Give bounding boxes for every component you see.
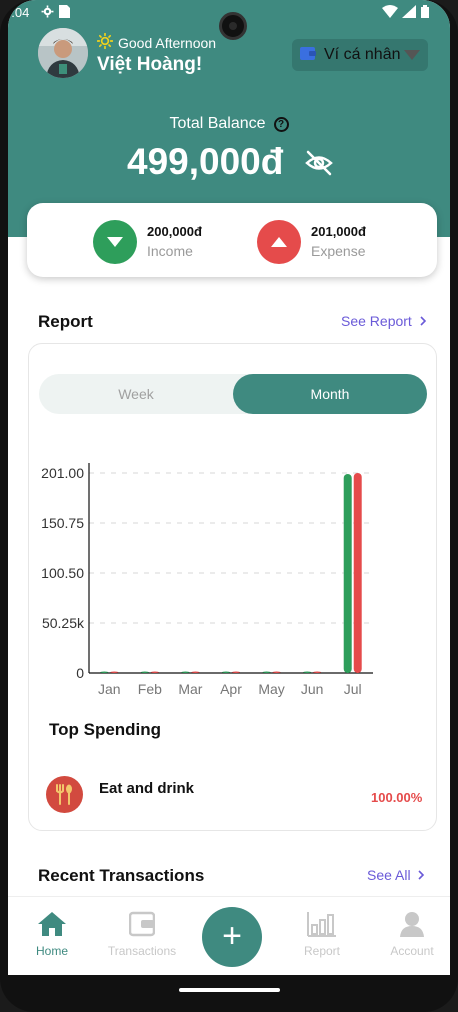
sun-icon bbox=[96, 32, 114, 52]
bar-jan-expense bbox=[110, 671, 119, 673]
income-arrow-icon bbox=[93, 220, 137, 264]
see-all-label: See All bbox=[367, 867, 411, 883]
status-bar: 3:04 bbox=[8, 0, 450, 26]
expense-label: Expense bbox=[311, 243, 366, 259]
income-value: 200,000đ bbox=[147, 224, 202, 239]
nav-account[interactable]: Account bbox=[372, 911, 450, 958]
y-tick-label: 50.25k bbox=[42, 615, 85, 631]
y-tick-label: 100.50 bbox=[41, 565, 84, 581]
bar-mar-income bbox=[181, 671, 190, 673]
report-title: Report bbox=[38, 312, 93, 331]
signal-icon bbox=[402, 5, 416, 21]
chevron-right-icon bbox=[418, 867, 425, 883]
home-icon bbox=[37, 912, 67, 940]
y-tick-label: 201.00 bbox=[41, 465, 84, 481]
bar-may-expense bbox=[272, 671, 281, 673]
nav-report[interactable]: Report bbox=[282, 911, 362, 958]
tab-month[interactable]: Month bbox=[233, 374, 427, 414]
wallet-name: Ví cá nhân bbox=[324, 46, 401, 63]
x-tick-label: Jul bbox=[344, 681, 362, 697]
nav-transactions-label: Transactions bbox=[107, 944, 177, 958]
bar-jul-income bbox=[343, 473, 352, 673]
add-transaction-button[interactable]: + bbox=[202, 907, 262, 967]
spending-category-name: Eat and drink bbox=[99, 780, 195, 797]
bar-jun-expense bbox=[313, 671, 322, 673]
greeting-text: Good Afternoon bbox=[118, 34, 217, 51]
x-tick-label: Feb bbox=[138, 681, 162, 697]
x-tick-label: Jun bbox=[301, 681, 324, 697]
bar-jul-expense bbox=[353, 473, 362, 673]
recent-transactions-title: Recent Transactions bbox=[38, 866, 205, 885]
expense-arrow-icon bbox=[257, 220, 301, 264]
see-report-link[interactable]: See Report bbox=[341, 313, 427, 329]
bar-may-income bbox=[262, 671, 271, 673]
see-all-link[interactable]: See All bbox=[367, 867, 425, 883]
top-spending-title: Top Spending bbox=[49, 720, 162, 739]
settings-status-icon bbox=[41, 5, 54, 21]
x-tick-label: Jan bbox=[98, 681, 121, 697]
eye-off-icon[interactable] bbox=[305, 150, 333, 181]
fork-spoon-icon bbox=[46, 776, 83, 813]
report-card: Week Month bbox=[28, 343, 437, 831]
spending-category-percent: 100.00% bbox=[371, 790, 423, 805]
wallet-nav-icon bbox=[128, 911, 156, 940]
x-tick-label: Apr bbox=[220, 681, 242, 697]
app-screen: 3:04 bbox=[8, 0, 450, 975]
bar-mar-expense bbox=[191, 671, 200, 673]
x-tick-label: Mar bbox=[178, 681, 202, 697]
chevron-right-icon bbox=[420, 313, 427, 329]
wifi-icon bbox=[382, 5, 398, 21]
battery-icon bbox=[421, 5, 429, 21]
nav-transactions[interactable]: Transactions bbox=[102, 911, 182, 958]
nav-home[interactable]: Home bbox=[12, 911, 92, 958]
nav-account-label: Account bbox=[390, 944, 434, 958]
user-icon bbox=[399, 912, 425, 940]
wallet-icon bbox=[300, 46, 316, 65]
period-toggle: Week Month bbox=[39, 374, 427, 414]
greeting: Good Afternoon bbox=[96, 32, 217, 52]
bar-jan-income bbox=[100, 671, 109, 673]
wallet-selector[interactable]: Ví cá nhân bbox=[292, 39, 428, 71]
summary-card: 200,000đ Income 201,000đ Expense bbox=[27, 203, 437, 277]
bar-jun-income bbox=[303, 671, 312, 673]
y-tick-label: 0 bbox=[76, 665, 84, 681]
nav-report-label: Report bbox=[303, 944, 341, 958]
expense-value: 201,000đ bbox=[311, 224, 366, 239]
balance-label: Total Balance? bbox=[8, 115, 450, 133]
sim-card-icon bbox=[59, 5, 70, 21]
bar-chart-icon bbox=[307, 912, 337, 940]
avatar[interactable] bbox=[38, 28, 88, 78]
see-report-label: See Report bbox=[341, 313, 412, 329]
monthly-bar-chart: 0 50.25k 100.50 150.75 201.00 Jan Feb Mar Apr May… bbox=[41, 463, 373, 697]
home-indicator bbox=[179, 988, 280, 992]
balance-amount: 499,000đ bbox=[127, 141, 284, 182]
y-tick-label: 150.75 bbox=[41, 515, 84, 531]
x-tick-label: May bbox=[258, 681, 284, 697]
bottom-navigation: Home Transactions + Report Account bbox=[8, 896, 450, 975]
bar-apr-expense bbox=[232, 671, 240, 673]
income-label: Income bbox=[147, 243, 193, 259]
bar-feb-income bbox=[140, 671, 149, 673]
chevron-down-icon bbox=[404, 50, 420, 60]
tab-week[interactable]: Week bbox=[118, 386, 154, 402]
bar-apr-income bbox=[222, 671, 230, 673]
nav-home-label: Home bbox=[35, 944, 68, 958]
front-camera bbox=[219, 12, 247, 40]
status-time: 3:04 bbox=[8, 5, 30, 20]
bar-feb-expense bbox=[150, 671, 159, 673]
username: Việt Hoàng! bbox=[97, 54, 203, 75]
balance-label-text: Total Balance bbox=[169, 115, 266, 132]
help-icon[interactable]: ? bbox=[273, 117, 289, 132]
